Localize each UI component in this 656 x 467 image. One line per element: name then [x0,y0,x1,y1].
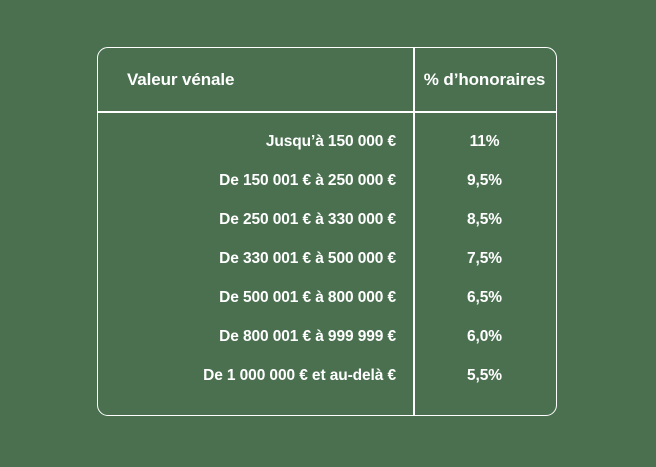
table-body: Jusqu’à 150 000 € 11% De 150 001 € à 250… [98,112,556,415]
table-header-row: Valeur vénale % d’honoraires [98,48,556,111]
bracket-label: De 250 001 € à 330 000 € [219,210,396,228]
fee-value: 7,5% [467,249,502,267]
header-separator [98,111,556,113]
column-header-valeur-venale: Valeur vénale [127,69,235,89]
table-row: De 150 001 € à 250 000 € 9,5% [98,161,556,200]
table-row: Jusqu’à 150 000 € 11% [98,122,556,161]
fee-schedule-table: Valeur vénale % d’honoraires Jusqu’à 150… [97,47,557,416]
fee-value: 9,5% [467,171,502,189]
column-header-honoraires: % d’honoraires [423,69,546,89]
fee-value: 8,5% [467,210,502,228]
column-divider [413,48,415,415]
table-row: De 800 001 € à 999 999 € 6,0% [98,317,556,356]
table-row: De 500 001 € à 800 000 € 6,5% [98,278,556,317]
fee-value: 5,5% [467,366,502,384]
table-row: De 330 001 € à 500 000 € 7,5% [98,239,556,278]
bracket-label: De 800 001 € à 999 999 € [219,327,396,345]
bracket-label: De 500 001 € à 800 000 € [219,288,396,306]
bracket-label: De 330 001 € à 500 000 € [219,249,396,267]
fee-value: 11% [469,132,500,150]
table-row: De 1 000 000 € et au-delà € 5,5% [98,356,556,395]
bracket-label: De 150 001 € à 250 000 € [219,171,396,189]
fee-value: 6,0% [467,327,502,345]
bracket-label: Jusqu’à 150 000 € [265,132,396,150]
bracket-label: De 1 000 000 € et au-delà € [203,366,396,384]
table-row: De 250 001 € à 330 000 € 8,5% [98,200,556,239]
fee-value: 6,5% [467,288,502,306]
